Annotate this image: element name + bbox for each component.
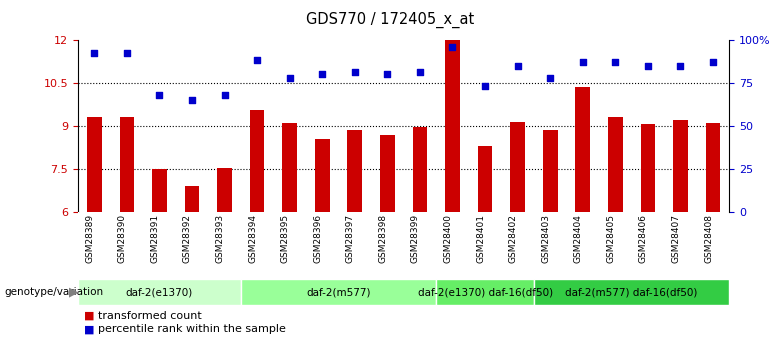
Point bbox=[674, 63, 686, 68]
Bar bbox=[510, 122, 525, 212]
Text: ▶: ▶ bbox=[69, 286, 78, 299]
Text: GSM28400: GSM28400 bbox=[444, 214, 452, 263]
Bar bbox=[217, 168, 232, 212]
Bar bbox=[87, 117, 101, 212]
Text: daf-2(e1370): daf-2(e1370) bbox=[126, 287, 193, 297]
Bar bbox=[282, 123, 297, 212]
Bar bbox=[608, 117, 622, 212]
Text: GSM28403: GSM28403 bbox=[541, 214, 550, 263]
Point bbox=[576, 59, 589, 65]
Text: GSM28393: GSM28393 bbox=[215, 214, 225, 263]
Point bbox=[316, 71, 328, 77]
Point bbox=[218, 92, 231, 98]
Point bbox=[186, 97, 198, 103]
Text: GSM28391: GSM28391 bbox=[151, 214, 159, 263]
Bar bbox=[250, 110, 264, 212]
Point bbox=[707, 59, 719, 65]
Text: GSM28399: GSM28399 bbox=[411, 214, 420, 263]
Text: daf-2(m577) daf-16(df50): daf-2(m577) daf-16(df50) bbox=[566, 287, 698, 297]
Text: GSM28394: GSM28394 bbox=[248, 214, 257, 263]
Text: GSM28390: GSM28390 bbox=[118, 214, 127, 263]
Text: ■: ■ bbox=[84, 325, 95, 334]
Bar bbox=[436, 279, 534, 305]
Point bbox=[512, 63, 524, 68]
Text: GDS770 / 172405_x_at: GDS770 / 172405_x_at bbox=[306, 12, 474, 28]
Point bbox=[283, 75, 296, 80]
Text: GSM28397: GSM28397 bbox=[346, 214, 355, 263]
Bar bbox=[640, 125, 655, 212]
Bar bbox=[413, 127, 427, 212]
Point bbox=[153, 92, 165, 98]
Bar bbox=[152, 169, 167, 212]
Text: GSM28398: GSM28398 bbox=[378, 214, 388, 263]
Text: GSM28395: GSM28395 bbox=[281, 214, 289, 263]
Point bbox=[642, 63, 654, 68]
Text: GSM28405: GSM28405 bbox=[606, 214, 615, 263]
Bar bbox=[185, 186, 200, 212]
Text: GSM28406: GSM28406 bbox=[639, 214, 648, 263]
Text: GSM28408: GSM28408 bbox=[704, 214, 713, 263]
Point bbox=[381, 71, 394, 77]
Bar bbox=[315, 139, 330, 212]
Bar bbox=[241, 279, 436, 305]
Bar bbox=[673, 120, 688, 212]
Point bbox=[121, 51, 133, 56]
Bar bbox=[445, 40, 460, 212]
Bar bbox=[78, 279, 241, 305]
Text: ■: ■ bbox=[84, 311, 95, 321]
Point bbox=[479, 83, 491, 89]
Bar bbox=[543, 130, 558, 212]
Bar bbox=[706, 123, 721, 212]
Point bbox=[251, 58, 264, 63]
Text: GSM28402: GSM28402 bbox=[509, 214, 518, 263]
Text: GSM28392: GSM28392 bbox=[183, 214, 192, 263]
Bar bbox=[347, 130, 362, 212]
Text: GSM28407: GSM28407 bbox=[672, 214, 680, 263]
Text: GSM28401: GSM28401 bbox=[476, 214, 485, 263]
Text: percentile rank within the sample: percentile rank within the sample bbox=[98, 325, 285, 334]
Bar bbox=[119, 117, 134, 212]
Point bbox=[609, 59, 622, 65]
Bar bbox=[380, 135, 395, 212]
Point bbox=[88, 51, 101, 56]
Point bbox=[446, 44, 459, 49]
Text: daf-2(m577): daf-2(m577) bbox=[307, 287, 370, 297]
Text: GSM28396: GSM28396 bbox=[314, 214, 322, 263]
Bar bbox=[534, 279, 729, 305]
Point bbox=[544, 75, 556, 80]
Text: transformed count: transformed count bbox=[98, 311, 201, 321]
Text: daf-2(e1370) daf-16(df50): daf-2(e1370) daf-16(df50) bbox=[417, 287, 552, 297]
Point bbox=[349, 70, 361, 75]
Bar bbox=[477, 146, 492, 212]
Point bbox=[413, 70, 426, 75]
Text: GSM28404: GSM28404 bbox=[574, 214, 583, 263]
Text: GSM28389: GSM28389 bbox=[85, 214, 94, 263]
Bar bbox=[576, 87, 590, 212]
Text: genotype/variation: genotype/variation bbox=[4, 287, 103, 297]
